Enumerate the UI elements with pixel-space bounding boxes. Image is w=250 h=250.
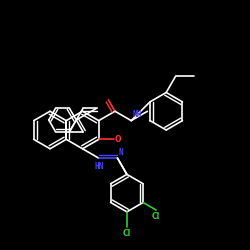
Text: Cl: Cl [152,212,160,222]
Text: N: N [119,148,123,157]
Text: HN: HN [94,162,103,171]
Text: Cl: Cl [123,229,131,238]
Text: O: O [114,135,121,144]
Text: NH: NH [132,110,142,120]
